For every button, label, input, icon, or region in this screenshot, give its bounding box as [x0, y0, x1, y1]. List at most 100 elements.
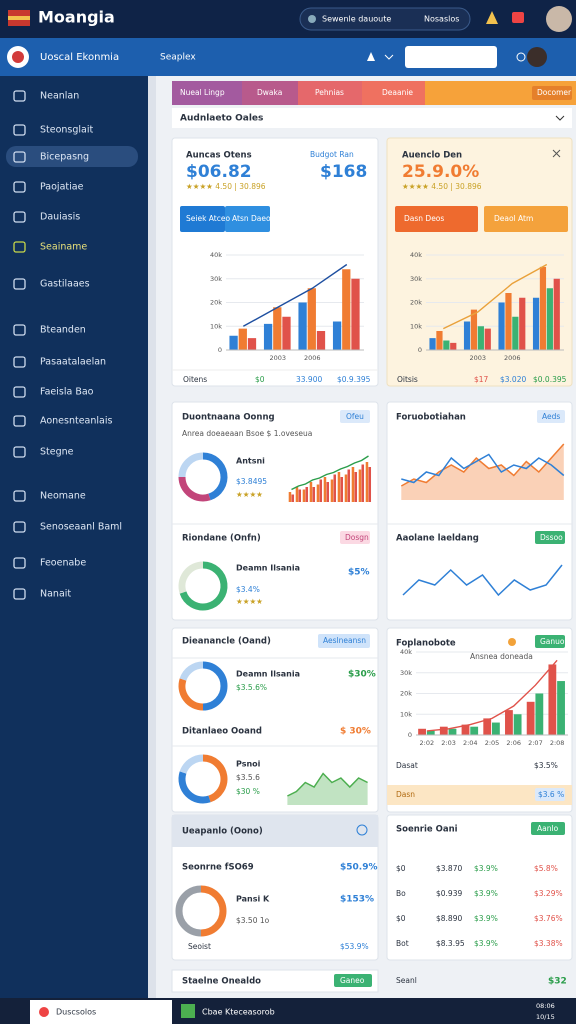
tag-label[interactable]: Aeslneansn: [323, 636, 366, 645]
taskbar-app[interactable]: Cbae Kteceasorob: [202, 1008, 275, 1017]
bar: [532, 297, 540, 350]
menu-item[interactable]: Senoseaanl Baml: [40, 522, 122, 533]
card-value: $168: [320, 162, 367, 182]
tab-label[interactable]: Docomer: [537, 88, 572, 97]
menu-item[interactable]: Dauiasis: [40, 212, 80, 223]
value: $32: [548, 977, 567, 987]
bar: [470, 309, 478, 350]
bar: [323, 477, 327, 502]
search-icon: [308, 15, 316, 23]
input-box[interactable]: [405, 46, 497, 68]
tag-label[interactable]: $3.6 %: [538, 790, 564, 799]
message-icon[interactable]: [512, 12, 524, 23]
card-title: Aaolane laeldang: [396, 534, 479, 544]
search-text: Sewenle dauoute: [322, 15, 391, 24]
tab-button[interactable]: [532, 86, 572, 100]
menu-item[interactable]: Nanait: [40, 589, 71, 600]
tab-label[interactable]: Nueal Lingp: [180, 88, 225, 97]
tab[interactable]: [298, 81, 362, 105]
tag[interactable]: [340, 410, 370, 423]
taskbar-search[interactable]: [30, 1000, 172, 1024]
bar: [484, 328, 491, 350]
browser-icon[interactable]: [39, 1007, 49, 1017]
active-item: [6, 146, 138, 167]
tab-label[interactable]: Pehnias: [315, 88, 344, 97]
menu-icon: [13, 386, 26, 398]
bar: [351, 467, 355, 502]
bar: [273, 307, 282, 350]
menu-item[interactable]: Feoenabe: [40, 558, 86, 569]
user-avatar[interactable]: [527, 47, 547, 67]
chevron[interactable]: [555, 115, 565, 121]
button[interactable]: [395, 206, 478, 232]
menu-item[interactable]: Bicepasng: [40, 152, 89, 163]
taskbar-search-text[interactable]: Duscsolos: [56, 1008, 96, 1017]
tag[interactable]: [340, 531, 370, 544]
table-cell: $3.870: [436, 864, 462, 873]
bar: [498, 302, 505, 350]
menu-item[interactable]: Gastilaaes: [40, 279, 90, 290]
tag[interactable]: [318, 634, 370, 648]
menu-item[interactable]: Bteanden: [40, 325, 86, 336]
percent: $30 %: [236, 787, 260, 796]
menu-item[interactable]: Aonesnteanlais: [40, 416, 112, 427]
brand: Uoscal Ekonmia: [40, 52, 119, 63]
logo-mark: [12, 51, 24, 63]
y-tick-label: 20k: [400, 690, 412, 698]
tab[interactable]: [172, 81, 242, 105]
banner-label: Dasn: [396, 790, 415, 799]
nav-icon[interactable]: [367, 52, 375, 61]
avatar[interactable]: [546, 6, 572, 32]
tag-label[interactable]: Aeds: [542, 412, 560, 421]
donut-segment: [179, 561, 228, 611]
tab-label[interactable]: Deaanie: [382, 88, 413, 97]
tag-label[interactable]: Ganeo: [340, 976, 365, 985]
app-icon[interactable]: [181, 1004, 195, 1018]
button[interactable]: [225, 206, 270, 232]
banner: [387, 785, 572, 805]
menu-item[interactable]: Neomane: [40, 491, 86, 502]
section-name[interactable]: Seaplex: [160, 53, 196, 63]
filter-bar[interactable]: [172, 108, 572, 128]
card: [171, 969, 379, 993]
button-label[interactable]: Seiek Atceo: [186, 214, 230, 223]
menu-item[interactable]: Stegne: [40, 447, 74, 458]
tag[interactable]: [535, 788, 565, 801]
tab[interactable]: [362, 81, 425, 105]
menu-icon: [13, 241, 26, 253]
menu-item[interactable]: Faeisla Bao: [40, 387, 94, 398]
tag-label[interactable]: Ganuo: [540, 637, 565, 646]
menu-item[interactable]: Neanlan: [40, 91, 79, 102]
tag[interactable]: [531, 822, 565, 835]
button[interactable]: [484, 206, 568, 232]
button[interactable]: [180, 206, 225, 232]
tab-label[interactable]: Dwaka: [257, 88, 282, 97]
filter-text[interactable]: Audnlaeto Oales: [180, 114, 263, 124]
tag-label[interactable]: Ofeu: [346, 412, 364, 421]
menu-icon: [13, 90, 26, 102]
menu-item[interactable]: Pasaatalaelan: [40, 357, 106, 368]
search-box[interactable]: [299, 7, 471, 31]
tag[interactable]: [535, 635, 565, 648]
icon[interactable]: [356, 824, 368, 836]
tag-label[interactable]: Aanlo: [537, 824, 559, 833]
tag[interactable]: [535, 531, 565, 544]
menu-item[interactable]: Steonsglait: [40, 125, 94, 136]
settings-icon[interactable]: [516, 52, 526, 62]
tag[interactable]: [334, 974, 372, 987]
alert-icon[interactable]: [486, 11, 498, 24]
menu-item[interactable]: Seainame: [40, 242, 87, 253]
bar: [535, 693, 544, 735]
tag[interactable]: [537, 410, 565, 423]
bar: [309, 482, 313, 502]
button-label[interactable]: Dasn Deos: [404, 214, 444, 223]
tag-label[interactable]: Dssoo: [540, 533, 563, 542]
dropdown-icon[interactable]: [384, 54, 394, 60]
bar: [316, 331, 326, 350]
close-icon[interactable]: [552, 149, 561, 158]
button-label[interactable]: Deaol Atm: [494, 214, 533, 223]
tag-label[interactable]: Dosgn: [345, 533, 369, 542]
button-label[interactable]: Atsn Daeo: [232, 214, 271, 223]
menu-item[interactable]: Paojatiae: [40, 182, 84, 193]
tab[interactable]: [242, 81, 298, 105]
